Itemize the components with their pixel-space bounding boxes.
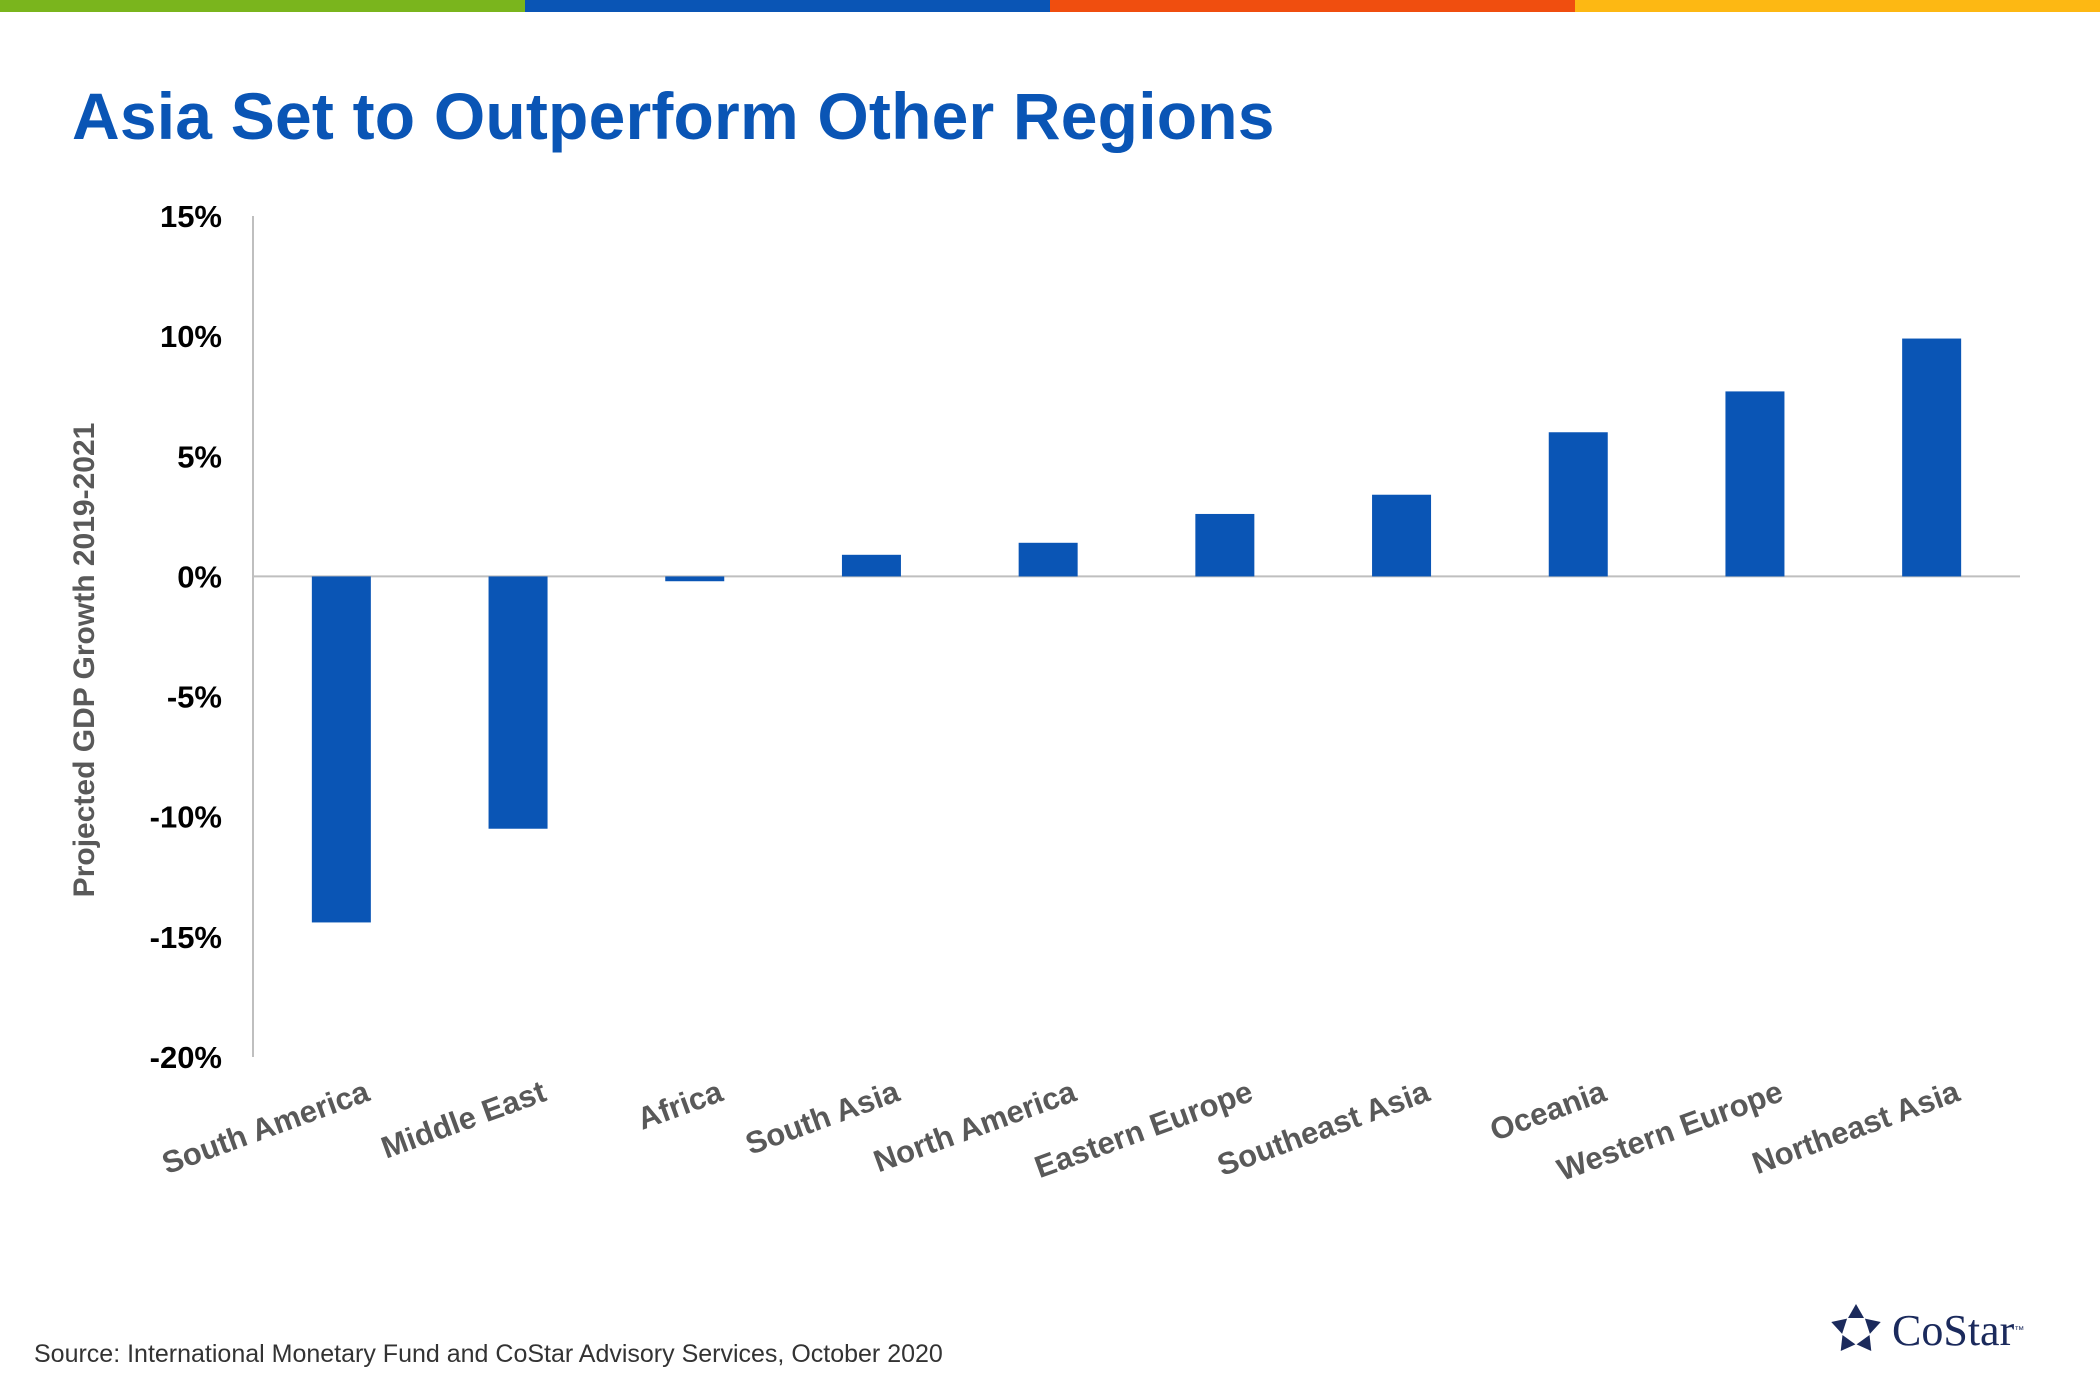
y-tick-label: -20% (150, 1040, 222, 1075)
x-category-label: Middle East (377, 1074, 551, 1166)
y-tick-label: 10% (160, 319, 222, 354)
x-category-label: Africa (633, 1073, 728, 1136)
top-color-stripes (0, 0, 2100, 12)
bar-northeast-asia (1902, 338, 1962, 577)
bar-north-america (1018, 542, 1078, 577)
chart-bars (311, 338, 1962, 923)
bar-africa (665, 576, 725, 582)
x-category-label: Oceania (1485, 1073, 1611, 1147)
y-axis-label: Projected GDP Growth 2019-2021 (68, 423, 101, 898)
costar-trademark: ™ (2014, 1324, 2025, 1336)
costar-logo-text: CoStar (1892, 1305, 2015, 1355)
y-tick-label: 15% (160, 199, 222, 234)
bar-eastern-europe (1195, 513, 1255, 577)
y-tick-label: -5% (167, 680, 222, 715)
bar-south-america (311, 576, 371, 923)
bar-oceania (1548, 432, 1608, 577)
slide-title: Asia Set to Outperform Other Regions (72, 79, 1275, 153)
y-tick-labels: 15% 10% 5% 0% -5% -10% -15% -20% (150, 199, 222, 1075)
y-tick-label: -10% (150, 800, 222, 835)
bar-southeast-asia (1372, 494, 1432, 577)
bar-south-asia (841, 554, 901, 577)
bar-middle-east (488, 576, 548, 829)
top-stripe-1 (0, 0, 525, 12)
y-tick-label: -15% (150, 920, 222, 955)
costar-star-icon (1831, 1304, 1881, 1352)
top-stripe-3 (1050, 0, 1575, 12)
bar-western-europe (1725, 391, 1785, 577)
y-tick-label: 5% (177, 439, 222, 474)
top-stripe-2 (525, 0, 1050, 12)
y-tick-label: 0% (177, 559, 222, 594)
source-note: Source: International Monetary Fund and … (34, 1340, 943, 1368)
top-stripe-4 (1575, 0, 2100, 12)
x-category-labels: South America Middle East Africa South Asia… (157, 1073, 1964, 1187)
x-category-label: South America (157, 1073, 374, 1181)
costar-logo: CoStar ™ (1828, 1300, 2024, 1360)
